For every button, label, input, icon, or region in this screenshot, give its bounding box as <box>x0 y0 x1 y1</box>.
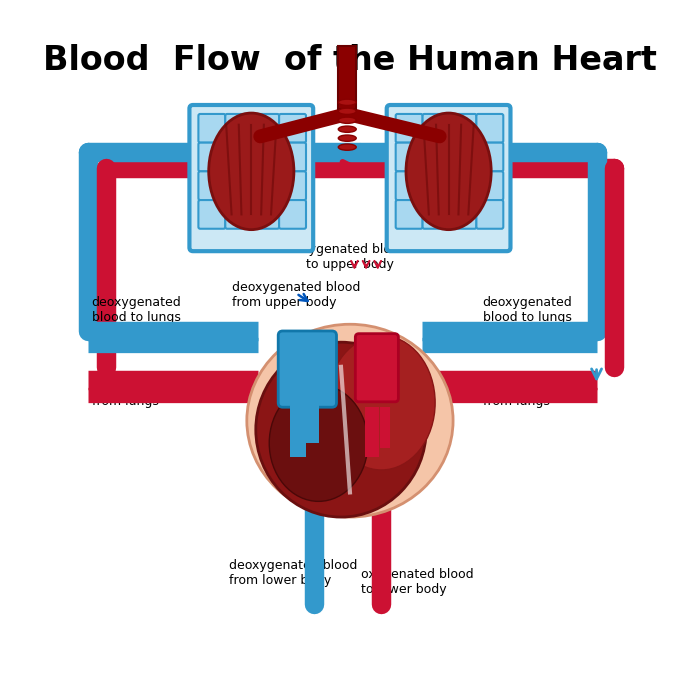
Bar <box>287 340 303 367</box>
FancyBboxPatch shape <box>279 171 306 200</box>
Bar <box>290 403 306 456</box>
FancyBboxPatch shape <box>355 333 398 402</box>
FancyBboxPatch shape <box>477 200 503 229</box>
Ellipse shape <box>406 113 491 230</box>
FancyBboxPatch shape <box>396 171 423 200</box>
FancyBboxPatch shape <box>252 200 279 229</box>
FancyBboxPatch shape <box>225 171 252 200</box>
Text: oxygenated blood
to lower body: oxygenated blood to lower body <box>361 568 473 596</box>
FancyBboxPatch shape <box>423 114 449 143</box>
FancyBboxPatch shape <box>225 143 252 171</box>
Ellipse shape <box>269 385 368 501</box>
Ellipse shape <box>338 144 356 150</box>
FancyBboxPatch shape <box>477 143 503 171</box>
FancyBboxPatch shape <box>225 200 252 229</box>
FancyBboxPatch shape <box>252 114 279 143</box>
Ellipse shape <box>338 117 356 124</box>
Text: deoxygenated
blood to lungs: deoxygenated blood to lungs <box>483 296 572 325</box>
FancyBboxPatch shape <box>199 171 225 200</box>
Bar <box>338 45 356 109</box>
Text: deoxygenated blood
from upper body: deoxygenated blood from upper body <box>231 281 360 309</box>
Text: deoxygenated blood
from lower body: deoxygenated blood from lower body <box>229 559 357 587</box>
FancyBboxPatch shape <box>477 114 503 143</box>
FancyBboxPatch shape <box>199 200 225 229</box>
FancyBboxPatch shape <box>449 200 477 229</box>
FancyBboxPatch shape <box>387 105 510 251</box>
Ellipse shape <box>338 126 356 132</box>
FancyBboxPatch shape <box>199 143 225 171</box>
FancyBboxPatch shape <box>449 171 477 200</box>
FancyBboxPatch shape <box>199 114 225 143</box>
Ellipse shape <box>209 113 294 230</box>
FancyBboxPatch shape <box>252 143 279 171</box>
FancyBboxPatch shape <box>279 114 306 143</box>
Ellipse shape <box>256 342 426 517</box>
Text: deoxygenated
blood to lungs: deoxygenated blood to lungs <box>92 296 182 325</box>
Ellipse shape <box>328 335 435 470</box>
FancyBboxPatch shape <box>449 114 477 143</box>
FancyBboxPatch shape <box>279 143 306 171</box>
FancyBboxPatch shape <box>423 143 449 171</box>
Text: Blood  Flow  of the Human Heart: Blood Flow of the Human Heart <box>43 43 656 77</box>
FancyBboxPatch shape <box>449 143 477 171</box>
Bar <box>305 399 319 443</box>
Text: oxygenated blood
from lungs: oxygenated blood from lungs <box>483 380 596 408</box>
FancyBboxPatch shape <box>396 114 423 143</box>
FancyBboxPatch shape <box>423 200 449 229</box>
FancyBboxPatch shape <box>278 331 336 407</box>
Text: oxygenated blood
from lungs: oxygenated blood from lungs <box>92 380 204 408</box>
Bar <box>380 407 390 447</box>
FancyBboxPatch shape <box>252 171 279 200</box>
FancyBboxPatch shape <box>189 105 313 251</box>
Ellipse shape <box>338 135 356 141</box>
Text: oxygenated blood
to upper body: oxygenated blood to upper body <box>294 244 406 272</box>
FancyBboxPatch shape <box>225 114 252 143</box>
Ellipse shape <box>247 325 453 517</box>
FancyBboxPatch shape <box>279 200 306 229</box>
Ellipse shape <box>338 108 356 114</box>
FancyBboxPatch shape <box>477 171 503 200</box>
Bar <box>365 407 379 456</box>
Ellipse shape <box>338 99 356 105</box>
FancyBboxPatch shape <box>423 171 449 200</box>
FancyBboxPatch shape <box>396 143 423 171</box>
FancyBboxPatch shape <box>396 200 423 229</box>
